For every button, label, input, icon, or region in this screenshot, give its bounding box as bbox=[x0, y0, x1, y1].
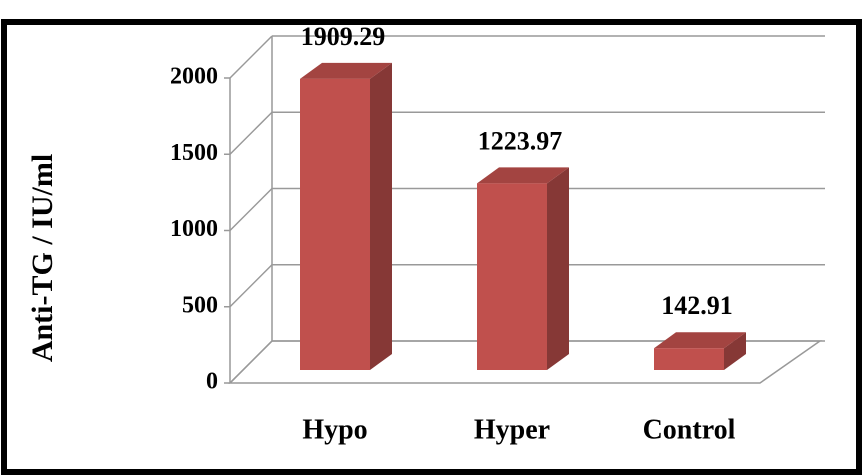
y-tick-label: 1500 bbox=[170, 140, 218, 166]
y-axis-label: Anti-TG / IU/ml bbox=[26, 154, 59, 362]
grid-line bbox=[229, 111, 273, 155]
y-tick-label: 500 bbox=[182, 292, 218, 318]
y-tick-label: 1000 bbox=[170, 216, 218, 242]
grid-line bbox=[229, 340, 273, 384]
data-label: 1223.97 bbox=[478, 126, 563, 155]
x-tick-label: Hyper bbox=[474, 414, 550, 445]
bar-side bbox=[370, 62, 392, 370]
frame bbox=[1, 19, 862, 475]
y-tick-label: 2000 bbox=[170, 64, 218, 90]
bar bbox=[654, 348, 724, 370]
bar-side bbox=[724, 332, 746, 370]
grid-line bbox=[229, 264, 273, 308]
x-tick-label: Control bbox=[643, 414, 736, 445]
bar-top bbox=[654, 332, 746, 349]
x-tick-label: Hypo bbox=[302, 414, 367, 445]
data-label: 1909.29 bbox=[301, 22, 386, 51]
data-label: 142.91 bbox=[661, 291, 733, 320]
bar-top bbox=[300, 62, 392, 79]
bar-side bbox=[547, 167, 569, 370]
y-tick-label: 0 bbox=[206, 369, 218, 395]
bar bbox=[477, 183, 547, 370]
grid-line bbox=[229, 35, 273, 79]
grid-line bbox=[229, 187, 273, 232]
bar bbox=[300, 78, 370, 370]
bar-top bbox=[477, 167, 569, 184]
